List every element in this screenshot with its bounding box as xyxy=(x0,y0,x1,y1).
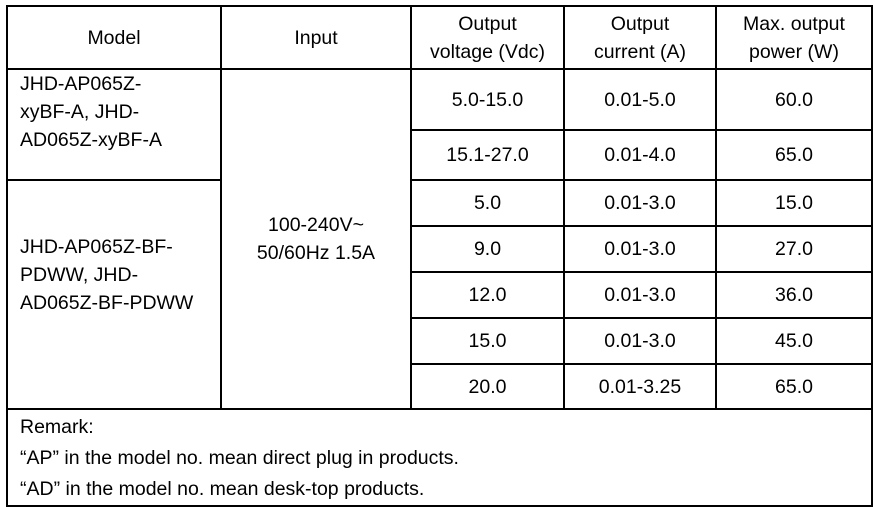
power-cell: 15.0 xyxy=(715,179,873,227)
power-cell: 45.0 xyxy=(715,317,873,365)
current-cell: 0.01-3.0 xyxy=(563,225,717,273)
current-cell: 0.01-4.0 xyxy=(563,129,717,181)
table-row: 20.0 0.01-3.25 65.0 xyxy=(7,363,873,410)
header-model: Model xyxy=(6,5,222,70)
voltage-cell: 5.0-15.0 xyxy=(410,68,565,131)
header-output-current-text: Output current (A) xyxy=(593,12,687,63)
power-cell: 27.0 xyxy=(715,225,873,273)
voltage-cell: 15.1-27.0 xyxy=(410,129,565,181)
header-output-current: Output current (A) xyxy=(563,5,717,70)
remark-cell: Remark: “AP” in the model no. mean direc… xyxy=(6,408,873,507)
table-row: 12.0 0.01-3.0 36.0 xyxy=(7,271,873,319)
header-output-voltage: Output voltage (Vdc) xyxy=(410,5,565,70)
current-cell: 0.01-3.0 xyxy=(563,179,717,227)
remark-line: “AP” in the model no. mean direct plug i… xyxy=(20,447,459,469)
power-cell: 65.0 xyxy=(715,129,873,181)
remark-title: Remark: xyxy=(20,416,94,438)
table-row: JHD-AP065Z-BF-PDWW, JHD-AD065Z-BF-PDWW 5… xyxy=(6,179,873,410)
voltage-cell: 20.0 xyxy=(410,363,565,410)
voltage-cell: 5.0 xyxy=(410,179,565,227)
power-cell: 60.0 xyxy=(715,68,873,131)
voltage-cell: 9.0 xyxy=(410,225,565,273)
model-text: JHD-AP065Z-xyBF-A, JHD-AD065Z-xyBF-A xyxy=(20,73,162,151)
current-cell: 0.01-3.25 xyxy=(563,363,717,410)
current-cell: 0.01-3.0 xyxy=(563,317,717,365)
model-cell: JHD-AP065Z-BF-PDWW, JHD-AD065Z-BF-PDWW xyxy=(6,179,222,410)
specs-table: Model Input Output voltage (Vdc) Output … xyxy=(6,5,873,507)
header-row: Model Input Output voltage (Vdc) Output … xyxy=(6,5,873,70)
header-input: Input xyxy=(220,5,412,70)
power-cell: 36.0 xyxy=(715,271,873,319)
voltage-cell: 15.0 xyxy=(410,317,565,365)
table-row: 15.0 0.01-3.0 45.0 xyxy=(7,317,873,365)
input-cell: 100-240V~ 50/60Hz 1.5A xyxy=(220,68,412,410)
header-output-voltage-text: Output voltage (Vdc) xyxy=(430,12,545,63)
power-cell: 65.0 xyxy=(715,363,873,410)
model-cell: JHD-AP065Z-xyBF-A, JHD-AD065Z-xyBF-A xyxy=(6,68,222,181)
input-text: 100-240V~ 50/60Hz 1.5A xyxy=(256,214,376,264)
current-cell: 0.01-3.0 xyxy=(563,271,717,319)
voltage-cell: 12.0 xyxy=(410,271,565,319)
model-text: JHD-AP065Z-BF-PDWW, JHD-AD065Z-BF-PDWW xyxy=(20,235,194,314)
table-row: 9.0 0.01-3.0 27.0 xyxy=(7,225,873,273)
current-cell: 0.01-5.0 xyxy=(563,68,717,131)
table-row: 15.1-27.0 0.01-4.0 65.0 xyxy=(7,129,873,181)
header-max-power: Max. output power (W) xyxy=(715,5,873,70)
remark-row: Remark: “AP” in the model no. mean direc… xyxy=(6,408,873,507)
remark-line: “AD” in the model no. mean desk-top prod… xyxy=(20,478,425,500)
header-max-power-text: Max. output power (W) xyxy=(743,12,845,63)
table-row: JHD-AP065Z-xyBF-A, JHD-AD065Z-xyBF-A 100… xyxy=(6,68,873,410)
